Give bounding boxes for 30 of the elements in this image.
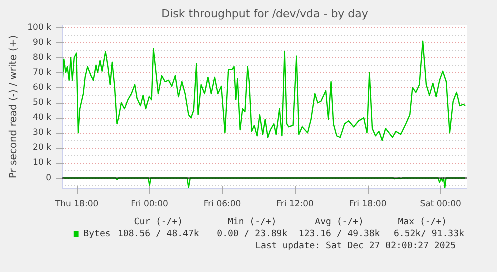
text: Last update: Sat Dec 27 02:00:27 2025 (256, 242, 456, 252)
x-tick-label: Fri 06:00 (204, 200, 242, 210)
y-tick-label: 70 k (33, 68, 52, 78)
y-tick-label: 60 k (33, 82, 52, 93)
x-tick-label: Fri 18:00 (349, 200, 387, 210)
x-tick-label: Fri 12:00 (276, 200, 314, 210)
y-tick-label: 90 k (33, 38, 52, 48)
y-tick-label: 20 k (33, 143, 52, 154)
text: 6.52k/ 91.33k (394, 230, 465, 240)
y-tick-label: 0 (46, 173, 52, 184)
x-tick-label: Fri 00:00 (131, 200, 168, 210)
y-tick-label: 40 k (33, 113, 52, 124)
text: Cur (-/+) (134, 218, 184, 228)
text: 0.00 / 23.89k (217, 230, 288, 240)
x-tick-label: Thu 18:00 (54, 200, 99, 210)
text: Max (-/+) (398, 218, 448, 228)
y-tick-label: 80 k (33, 52, 52, 63)
line-series (62, 40, 466, 142)
text: 108.56 / 48.47k (118, 230, 200, 240)
chart-title: Disk throughput for /dev/vda - by day (162, 8, 369, 20)
text: Min (-/+) (228, 218, 277, 228)
y-axis-title: Pr second read (-) / write (+) (8, 35, 20, 179)
y-tick-label: 50 k (33, 98, 52, 108)
text: 123.16 / 49.38k (298, 230, 381, 240)
legend-label: Bytes (84, 230, 111, 240)
y-tick-label: 30 k (33, 128, 52, 138)
x-tick-label: Sat 00:00 (420, 200, 462, 210)
y-tick-label: 10 k (33, 158, 52, 168)
y-tick-label: 100 k (28, 22, 52, 33)
text: Avg (-/+) (315, 218, 364, 228)
